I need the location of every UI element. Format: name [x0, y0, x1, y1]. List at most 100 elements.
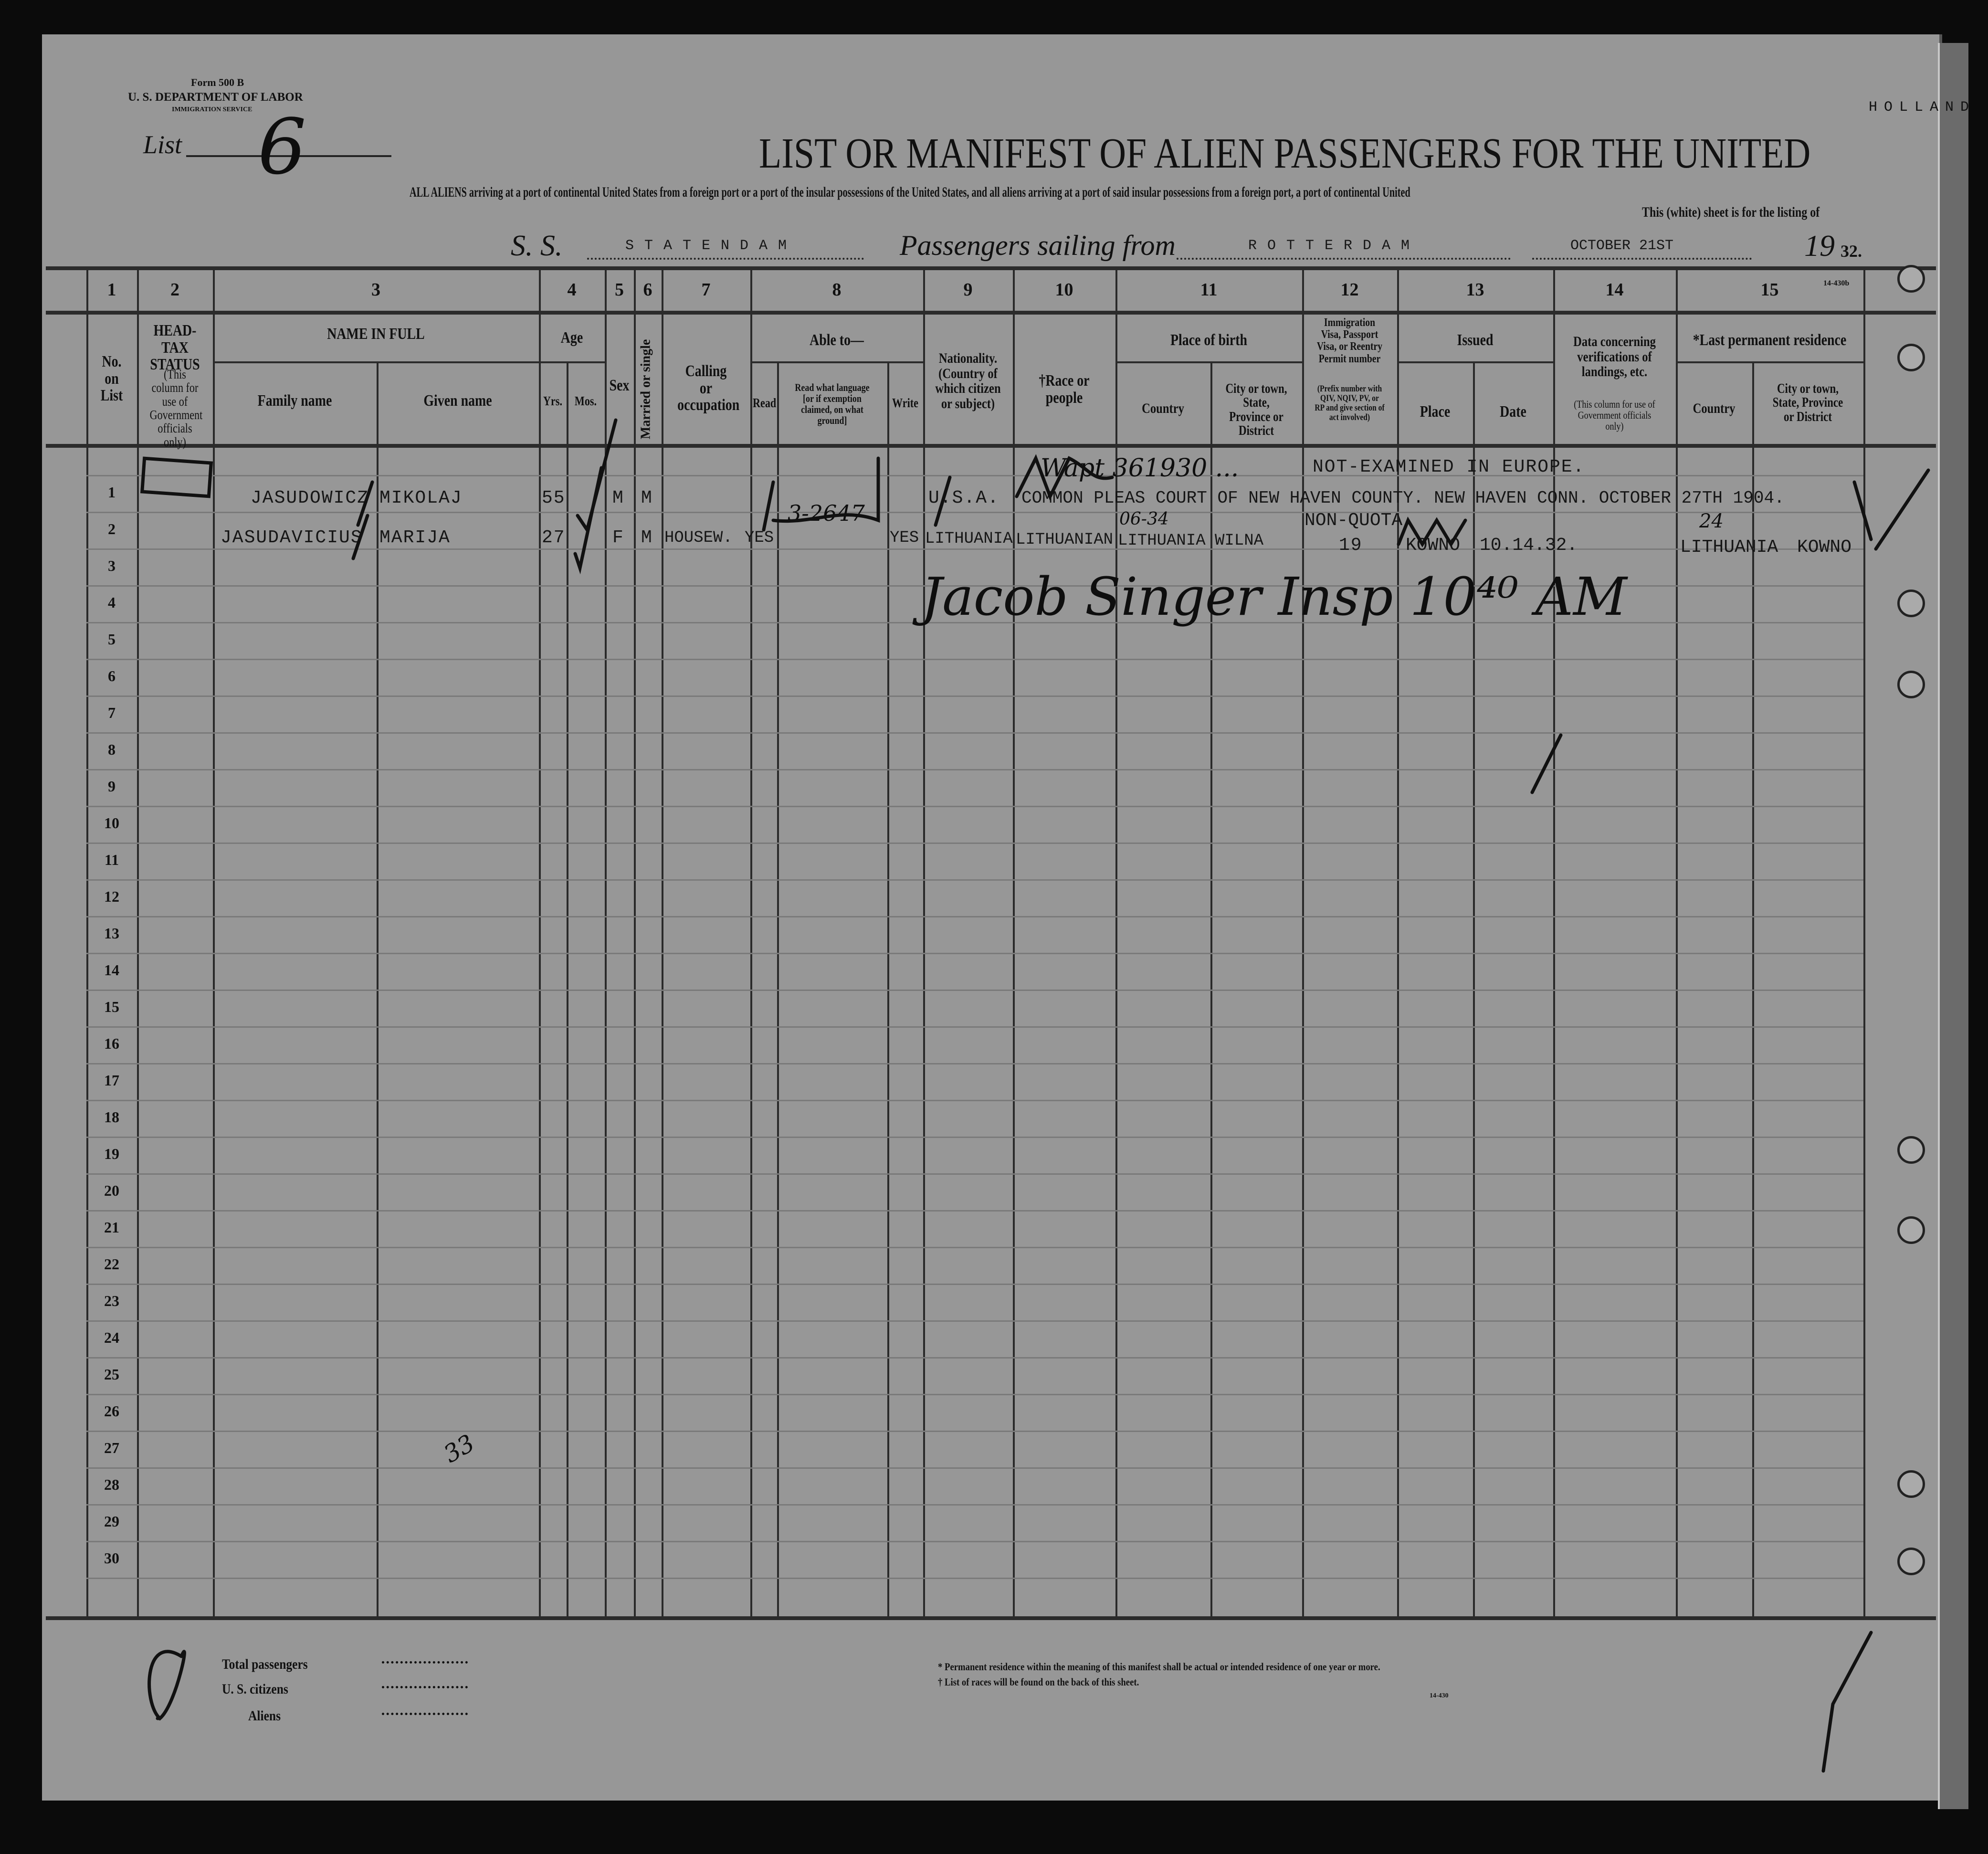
column-number: 8 — [832, 280, 841, 300]
row-rule — [86, 879, 1863, 881]
row-number: 3 — [108, 557, 116, 574]
married: M — [641, 488, 653, 508]
list-underline — [186, 155, 391, 157]
group-rule — [1676, 361, 1863, 363]
header-race: †Race or people — [1039, 372, 1090, 407]
column-number: 6 — [643, 280, 652, 300]
row-rule — [86, 1247, 1863, 1248]
header-name-in-full: NAME IN FULL — [327, 325, 425, 343]
header-age: Age — [560, 329, 583, 347]
row-number: 15 — [104, 998, 119, 1015]
row-number: 19 — [104, 1145, 119, 1162]
row-number: 11 — [104, 851, 119, 868]
handwritten-initials — [1397, 516, 1467, 548]
row-number: 29 — [104, 1513, 119, 1530]
column-number: 10 — [1055, 280, 1073, 300]
list-number: 6 — [258, 102, 306, 191]
sailing-date: OCTOBER 21ST — [1570, 238, 1674, 254]
sex: M — [612, 488, 624, 508]
handwritten-scribble — [771, 456, 880, 523]
row-number: 12 — [104, 888, 119, 905]
row-number: 24 — [104, 1329, 119, 1346]
row-number: 16 — [104, 1035, 119, 1052]
subcolumn-divider — [1473, 361, 1475, 1617]
header-able-to: Able to— — [810, 331, 864, 349]
department: U. S. DEPARTMENT OF LABOR — [128, 91, 303, 104]
total-passengers-field — [382, 1661, 468, 1664]
column-divider — [605, 266, 607, 1617]
pencil-mark — [1530, 733, 1563, 794]
row-number: 17 — [104, 1072, 119, 1089]
row-rule — [86, 1320, 1863, 1322]
row-rule — [86, 916, 1863, 917]
subcolumn-divider — [1752, 361, 1754, 1617]
column-number: 9 — [963, 280, 973, 300]
visa-note: NOT-EXAMINED IN EUROPE. — [1313, 457, 1585, 477]
header-data-note: (This column for use of Government offic… — [1574, 398, 1655, 432]
subcolumn-divider — [1210, 361, 1212, 1617]
column-number: 13 — [1466, 280, 1484, 300]
nationality: U.S.A. — [928, 488, 999, 508]
column-divider — [1013, 266, 1015, 1617]
row-rule — [86, 843, 1863, 844]
column-divider — [634, 266, 636, 1617]
footnote-races: † List of races will be found on the bac… — [938, 1676, 1139, 1688]
punch-hole-icon — [1897, 671, 1925, 698]
header-last-residence: *Last permanent residence — [1693, 331, 1847, 349]
row-number: 30 — [104, 1549, 119, 1567]
subcolumn-divider — [567, 361, 568, 1617]
row-rule — [86, 1394, 1863, 1395]
row-number: 6 — [108, 667, 116, 685]
column-divider — [137, 266, 139, 1617]
sailing-label: Passengers sailing from — [900, 230, 1176, 261]
row-rule — [86, 659, 1863, 660]
visa-number: 19 — [1339, 535, 1363, 556]
handwritten-code: 24 — [1699, 510, 1724, 532]
subcolumn-divider — [377, 361, 379, 1617]
punch-hole-icon — [1897, 1216, 1925, 1244]
visa-type: NON-QUOTA — [1304, 510, 1403, 531]
checkmark-icon — [573, 466, 603, 575]
header-sex: Sex — [609, 377, 630, 394]
country-stamp: HOLLAND — [1869, 99, 1976, 116]
column-divider — [213, 266, 215, 1617]
column-number: 15 — [1760, 280, 1779, 300]
table-rule — [46, 266, 1936, 270]
header-family-name: Family name — [257, 392, 332, 410]
ss-label: S. S. — [511, 230, 563, 262]
row-rule — [86, 475, 1863, 476]
column-number: 4 — [567, 280, 577, 300]
column-divider — [750, 266, 752, 1617]
row-rule — [86, 806, 1863, 807]
date-underline — [1532, 258, 1752, 260]
row-number: 28 — [104, 1476, 119, 1493]
checkmark-icon — [576, 418, 618, 534]
column-divider — [1302, 266, 1304, 1617]
page-stack-edge — [1938, 43, 1968, 1809]
row-number: 25 — [104, 1366, 119, 1383]
table-rule — [46, 444, 1936, 448]
column-number: 5 — [615, 280, 624, 300]
checkmark-icon — [1852, 468, 1930, 551]
year-suffix: 32. — [1841, 242, 1862, 261]
port-underline — [1177, 258, 1511, 260]
group-rule — [750, 361, 923, 363]
row-rule — [86, 1467, 1863, 1469]
column-divider — [662, 266, 663, 1617]
punch-hole-icon — [1897, 344, 1925, 371]
column-number: 7 — [701, 280, 711, 300]
header-read-language: Read what language [or if exemption clai… — [795, 381, 870, 427]
column-number: 11 — [1200, 280, 1218, 300]
row-rule — [86, 1173, 1863, 1175]
age-yrs: 27 — [542, 527, 566, 548]
manifest-sheet — [42, 34, 1942, 1801]
footnote-residence: * Permanent residence within the meaning… — [938, 1661, 1380, 1673]
form-number: Form 500 B — [191, 76, 244, 88]
row-rule — [86, 1100, 1863, 1101]
column-number: 14 — [1605, 280, 1624, 300]
ship-name: S T A T E N D A M — [625, 238, 788, 254]
handwritten-code: 06-34 — [1119, 509, 1169, 529]
pen-strokes — [351, 475, 952, 560]
subcolumn-divider — [887, 361, 889, 1617]
